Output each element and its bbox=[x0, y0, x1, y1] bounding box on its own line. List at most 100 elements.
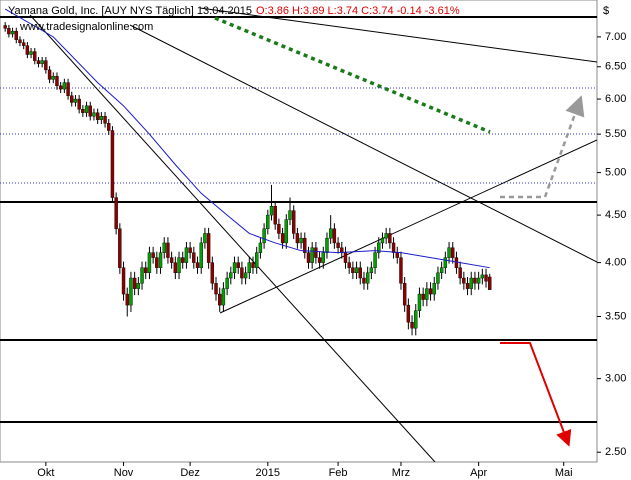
candle-body bbox=[306, 252, 311, 263]
candle-body bbox=[62, 82, 67, 90]
candle-body bbox=[332, 228, 337, 244]
candle-body bbox=[155, 257, 159, 268]
candle-body bbox=[66, 82, 70, 96]
candle-body bbox=[399, 257, 403, 284]
candle-body bbox=[3, 25, 7, 29]
drawings bbox=[0, 7, 597, 462]
candle-body bbox=[107, 123, 111, 131]
y-tick-label: 7.00 bbox=[605, 31, 626, 43]
candle-body bbox=[476, 277, 481, 284]
candle-body bbox=[88, 105, 92, 117]
candle-body bbox=[255, 252, 259, 268]
candle-body bbox=[269, 206, 274, 216]
candle-body bbox=[210, 262, 215, 284]
candle-body bbox=[421, 293, 425, 300]
candle-body bbox=[92, 112, 96, 117]
x-tick-label: Mrz bbox=[392, 467, 410, 479]
candle-body bbox=[173, 262, 178, 274]
candle-body bbox=[488, 276, 492, 290]
candle-body bbox=[144, 267, 148, 274]
candle-body bbox=[447, 247, 451, 258]
candle-body bbox=[262, 228, 266, 244]
candle-body bbox=[439, 267, 444, 274]
candle-body bbox=[240, 267, 244, 279]
candle-body bbox=[369, 267, 374, 274]
candle-body bbox=[373, 252, 377, 268]
candle-body bbox=[428, 288, 433, 295]
moving-average bbox=[4, 8, 490, 269]
candle-body bbox=[277, 223, 281, 234]
candle-body bbox=[443, 257, 448, 268]
source: www.tradesignalonline.com bbox=[19, 21, 153, 33]
candle-body bbox=[7, 28, 11, 35]
candle-body bbox=[247, 262, 252, 274]
candle-body bbox=[484, 274, 488, 282]
candle-body bbox=[480, 274, 485, 279]
candle-body bbox=[10, 30, 15, 35]
candle-body bbox=[51, 75, 55, 80]
candle-body bbox=[177, 257, 181, 274]
candle-body bbox=[199, 242, 203, 268]
y-tick-label: 2.50 bbox=[605, 446, 626, 458]
candle-body bbox=[273, 206, 277, 225]
candle-body bbox=[110, 130, 115, 198]
candle-body bbox=[229, 272, 233, 279]
candle-body bbox=[236, 262, 240, 268]
y-tick-label: 4.00 bbox=[605, 257, 626, 269]
candle-body bbox=[410, 322, 414, 329]
title: Yamana Gold, Inc. [AUY NYS Täglich] 13.0… bbox=[8, 5, 252, 17]
y-tick-label: 6.50 bbox=[605, 61, 626, 73]
candle-body bbox=[303, 237, 307, 253]
y-axis-label: $ bbox=[603, 5, 609, 17]
x-tick-label: Feb bbox=[329, 467, 348, 479]
candle-body bbox=[469, 277, 473, 289]
candle-body bbox=[314, 247, 318, 258]
candle-body bbox=[232, 262, 237, 274]
candle-body bbox=[347, 262, 351, 268]
candle-body bbox=[328, 228, 333, 239]
candle-body bbox=[203, 233, 207, 244]
candle-body bbox=[406, 304, 411, 323]
candle-body bbox=[458, 267, 462, 279]
candle-body bbox=[70, 95, 74, 103]
candle-body bbox=[77, 98, 81, 110]
candle-body bbox=[184, 247, 189, 263]
candle-body bbox=[295, 233, 300, 244]
candle-body bbox=[151, 252, 155, 258]
candle-body bbox=[391, 242, 396, 253]
trend-line bbox=[129, 24, 597, 263]
candle-body bbox=[473, 277, 477, 284]
candle-body bbox=[351, 267, 355, 274]
candle-body bbox=[299, 237, 303, 244]
candle-body bbox=[195, 262, 200, 268]
candle-body bbox=[414, 310, 418, 329]
candle-body bbox=[121, 267, 126, 295]
projection-line bbox=[214, 16, 491, 134]
bear-arrow bbox=[500, 342, 572, 447]
candle-body bbox=[129, 277, 133, 306]
candles bbox=[3, 8, 492, 336]
trend-line bbox=[199, 7, 597, 63]
candle-body bbox=[310, 247, 314, 263]
candle-body bbox=[317, 257, 322, 263]
candle-body bbox=[395, 252, 399, 258]
candle-body bbox=[343, 252, 348, 263]
candle-body bbox=[402, 283, 407, 306]
candle-body bbox=[243, 272, 248, 279]
candle-body bbox=[358, 267, 362, 279]
candle-body bbox=[73, 98, 78, 103]
candle-body bbox=[95, 112, 100, 120]
x-tick-label: Dez bbox=[180, 467, 200, 479]
candle-body bbox=[417, 293, 422, 311]
candle-body bbox=[206, 233, 211, 263]
candle-body bbox=[136, 283, 141, 289]
candle-body bbox=[29, 51, 33, 55]
candle-body bbox=[436, 272, 440, 284]
candle-body bbox=[147, 252, 152, 274]
chart-title: Yamana Gold, Inc. [AUY NYS Täglich] 13.0… bbox=[8, 5, 460, 17]
candle-body bbox=[284, 219, 288, 244]
candle-body bbox=[288, 210, 292, 220]
y-tick-label: 6.00 bbox=[605, 93, 626, 105]
candle-body bbox=[81, 109, 85, 113]
y-tick-label: 5.00 bbox=[605, 167, 626, 179]
